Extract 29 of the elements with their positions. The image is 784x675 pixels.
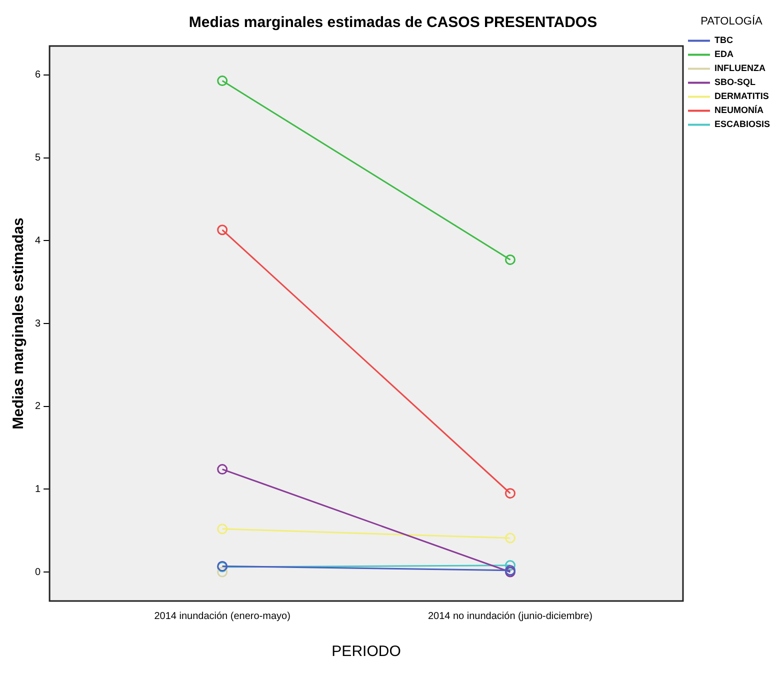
point [504, 560, 516, 571]
point [217, 464, 228, 475]
y-tick-label: 5 [35, 152, 41, 164]
y-tick-label: 3 [35, 318, 41, 330]
x-axis-title: PERIODO [332, 643, 401, 660]
point [504, 532, 516, 544]
y-tick-label: 1 [35, 484, 41, 495]
x-tick-label: 2014 inundación (enero-mayo) [154, 610, 290, 622]
y-tick-label: 4 [35, 235, 41, 246]
chart-title: Medias marginales estimadas de CASOS PRESENTADOS [188, 14, 598, 32]
y-tick-label: 0 [35, 566, 41, 578]
x-tick-label: 2014 no inundación (junio-diciembre) [428, 610, 593, 622]
y-tick-label: 6 [35, 70, 41, 81]
legend-label: TBC [714, 35, 734, 46]
legend-label: SBO-SQL [714, 77, 756, 88]
legend-label: NEUMONÍA [714, 105, 764, 116]
point [217, 524, 228, 534]
y-axis-title: Medias marginales estimadas [10, 218, 28, 430]
point [217, 224, 228, 236]
legend-label: INFLUENZA [714, 63, 766, 74]
point [217, 76, 228, 86]
point [504, 488, 516, 499]
y-tick-label: 2 [35, 401, 41, 412]
legend-title: PATOLOGÍA [700, 14, 764, 28]
legend-label: ESCABIOSIS [714, 119, 770, 130]
legend-label: EDA [714, 49, 734, 60]
legend-label: DERMATITIS [714, 91, 769, 102]
point [217, 566, 228, 578]
point [504, 254, 516, 265]
